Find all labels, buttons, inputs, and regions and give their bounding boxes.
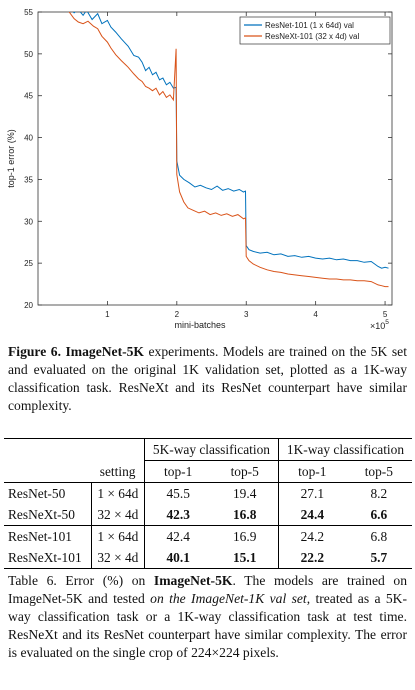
figure-caption-emphasis: ImageNet-5K [65,344,145,359]
group-header-5k: 5K-way classification [143,438,279,461]
header-spacer [4,438,145,461]
value-cell: 15.1 [211,547,279,569]
y-tick-label: 45 [24,92,33,101]
y-tick-label: 20 [24,301,33,310]
model-name: ResNeXt-50 [4,504,92,526]
series-line-2 [68,12,389,288]
legend-box [239,16,391,45]
y-tick-label: 50 [24,50,33,59]
table-caption-emphasis: ImageNet-5K [153,573,233,588]
x-tick-label: 1 [105,310,110,319]
x-axis-label: mini-batches [174,320,226,330]
value-cell: 16.8 [211,504,279,526]
legend-label: ResNeXt-101 (32 x 4d) val [265,32,359,41]
y-tick-label: 30 [24,217,33,226]
legend: ResNet-101 (1 x 64d) val ResNeXt-101 (32 … [239,16,391,45]
results-table: 5K-way classification 1K-way classificat… [4,438,412,569]
table-caption: Table 6. Error (%) on ImageNet-5K. The m… [8,572,407,662]
group-header-1k: 1K-way classification [277,438,412,461]
y-tick-label: 35 [24,175,33,184]
figure-caption-text: experiments. Models are trained on the 5… [8,344,407,413]
setting-cell: 1 × 64d [90,525,145,547]
y-tick-label: 40 [24,134,33,143]
value-cell: 19.4 [232,486,257,501]
value-cell: 42.4 [143,525,212,547]
value-cell: 22.2 [277,547,346,569]
col-header-5k-top1: top-1 [143,460,212,483]
col-header-1k-top1: top-1 [277,460,346,483]
table-caption-italic: on the ImageNet-1K val set [150,591,307,606]
col-header-setting: setting [91,460,145,483]
col-header-1k-top5: top-5 [345,460,412,483]
col-header-5k-top5: top-5 [211,460,279,483]
y-tick-label: 55 [24,8,33,17]
value-cell: 24.4 [277,504,346,526]
figure-caption: Figure 6. ImageNet-5K experiments. Model… [8,343,407,415]
value-cell: 45.5 [143,482,212,504]
model-name: ResNet-50 [8,486,66,501]
setting-cell: 32 × 4d [90,504,145,526]
value-cell: 5.7 [345,547,412,569]
value-cell: 6.6 [345,504,412,526]
value-cell: 40.1 [143,547,212,569]
y-tick-label: 25 [24,259,33,268]
x-multiplier-exponent: 5 [385,319,389,326]
x-tick-label: 2 [175,310,180,319]
table-group-header-row: 5K-way classification 1K-way classificat… [4,438,412,461]
value-cell: 42.3 [143,504,212,526]
x-axis-multiplier: ×105 [370,319,389,331]
table-row: ResNet-50 1 × 64d 45.5 19.4 27.1 8.2 [4,482,412,504]
x-tick-label: 3 [244,310,249,319]
value-cell: 27.1 [277,482,346,504]
x-tick-label: 5 [383,310,388,319]
series-line-1 [72,12,389,269]
table-label: Table 6. [8,573,57,588]
setting-cell: 32 × 4d [90,547,145,569]
table-caption-text-3: , treated as a 5K-way classification tas… [8,591,408,660]
plot-area [68,12,389,288]
x-multiplier-base: ×10 [370,321,385,331]
table-caption-text-2: . The models are trained on ImageNet-5K … [8,573,407,606]
plot-frame [37,11,393,306]
table-row: ResNeXt-50 32 × 4d 42.3 16.8 24.4 6.6 [4,504,412,526]
x-tick-label: 4 [313,310,318,319]
figure-label: Figure 6. [8,344,61,359]
value-cell: 16.9 [232,529,257,544]
model-name: ResNeXt-101 [4,547,92,569]
legend-label: ResNet-101 (1 x 64d) val [265,21,354,30]
y-axis-label: top-1 error (%) [6,129,16,188]
value-cell: 6.8 [370,529,388,544]
model-header [4,460,92,483]
table-col-header-row: setting top-1 top-5 top-1 top-5 [4,460,412,483]
table-row: ResNet-101 1 × 64d 42.4 16.9 24.2 6.8 [4,525,412,547]
setting-cell: 1 × 64d [90,482,145,504]
value-cell: 8.2 [370,486,388,501]
table-row: ResNeXt-101 32 × 4d 40.1 15.1 22.2 5.7 [4,547,412,569]
model-name: ResNet-101 [8,529,72,544]
table-caption-text-1: Error (%) on [56,573,154,588]
value-cell: 24.2 [277,525,346,547]
